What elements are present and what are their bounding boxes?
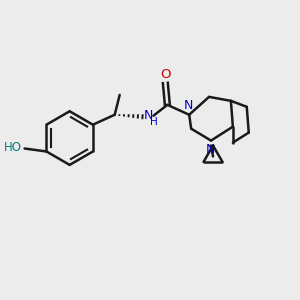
Text: N: N bbox=[143, 109, 153, 122]
Text: N: N bbox=[205, 142, 215, 156]
Text: H: H bbox=[150, 117, 158, 127]
Text: HO: HO bbox=[4, 141, 22, 154]
Text: O: O bbox=[160, 68, 171, 80]
Text: N: N bbox=[184, 99, 193, 112]
